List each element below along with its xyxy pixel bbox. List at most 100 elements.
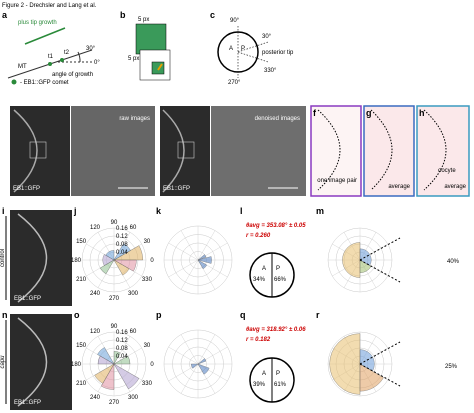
angle-label: 0 [150, 362, 154, 368]
wedge [113, 259, 130, 276]
label: 90° [230, 18, 240, 24]
angle-label: 90 [111, 324, 118, 330]
label: 270° [228, 80, 241, 86]
panel-letter: l [240, 206, 243, 216]
label: MT [18, 64, 27, 70]
radius-label: 0.16 [116, 226, 128, 232]
label: EB1::GFP [14, 400, 41, 406]
panel-letter: f [313, 108, 317, 118]
label: 0° [94, 60, 100, 66]
wedge [113, 259, 137, 272]
label: A [262, 371, 266, 377]
polar-spoke [197, 334, 216, 365]
label: 30° [262, 34, 272, 40]
wedge [197, 254, 207, 261]
panel-letter: n [2, 310, 8, 320]
panel-letter: i [2, 206, 5, 216]
wedge [329, 333, 361, 395]
radius-label: 0.08 [116, 346, 128, 352]
angle-label: 210 [76, 381, 87, 387]
caption: raw images [119, 116, 150, 122]
panel-letter: d [2, 94, 8, 104]
label: 5 px [128, 56, 139, 62]
angle-label: 270 [109, 400, 120, 406]
angle-label: 330 [142, 277, 153, 283]
label: P [276, 266, 280, 272]
wedge [197, 358, 207, 365]
radius-label: 0.16 [116, 330, 128, 336]
polar-spoke [180, 259, 199, 290]
label: - EB1::GFP comet [20, 80, 69, 86]
wedge [359, 363, 384, 392]
angle-label: 60 [130, 329, 137, 335]
wedge [105, 250, 115, 261]
panel-letter: o [74, 310, 80, 320]
label: plus tip growth [18, 20, 57, 26]
radius-label: 0.04 [116, 354, 128, 360]
panel-b [135, 23, 171, 81]
angle-label: 30 [144, 343, 151, 349]
angle-label: 180 [71, 362, 82, 368]
angle-label: 210 [76, 277, 87, 283]
label: t1 [48, 54, 54, 60]
radius-label: 0.12 [116, 234, 128, 240]
panel-letter: r [316, 310, 320, 320]
angle-label: 150 [76, 343, 87, 349]
polar-spoke [168, 346, 199, 365]
panel-letter: q [240, 310, 246, 320]
panel-letter: j [73, 206, 77, 216]
caption: denoised images [255, 116, 300, 122]
image-row [10, 105, 470, 197]
theta: θavg = 318.92° ± 0.06 [246, 327, 306, 333]
label: EB1::GFP [163, 186, 190, 192]
label: P [241, 46, 245, 52]
angle-label: 120 [90, 225, 101, 231]
angle-label: 150 [76, 239, 87, 245]
wedge [113, 243, 131, 261]
row-label: capu [0, 355, 6, 369]
label: 39% [253, 382, 266, 388]
caption: one image pair [317, 178, 357, 184]
panel-letter: p [156, 310, 162, 320]
angle-label: 330 [142, 381, 153, 387]
wedge [97, 347, 115, 365]
figure-title: Figure 2 - Drechsler and Lang et al. [2, 3, 97, 9]
angle-label: 240 [90, 291, 101, 297]
quadrant-circles [249, 252, 295, 403]
panel-letter: m [316, 206, 324, 216]
label: EB1::GFP [14, 296, 41, 302]
wedge [113, 363, 140, 390]
label: 61% [274, 382, 287, 388]
label: P [276, 371, 280, 377]
angle-label: 300 [128, 291, 139, 297]
label: 30° [86, 46, 96, 52]
angle-label: 240 [90, 395, 101, 401]
label: 66% [274, 277, 287, 283]
angle-label: 90 [111, 220, 118, 226]
angle-label: 270 [109, 296, 120, 302]
wedge [94, 363, 115, 384]
radius-label: 0.08 [116, 242, 128, 248]
polar-spoke [180, 230, 199, 261]
wedge [113, 355, 131, 365]
radius-label: 0.04 [116, 250, 128, 256]
label: 330° [264, 68, 277, 74]
angle-label: 60 [130, 225, 137, 231]
angle-label: 300 [128, 395, 139, 401]
panel-a [7, 27, 93, 85]
caption: average [444, 184, 466, 190]
wedge [197, 363, 210, 375]
radius-label: 0.12 [116, 338, 128, 344]
wedge [359, 248, 372, 266]
caption: average [388, 184, 410, 190]
label: A [262, 266, 266, 272]
angle-label: 120 [90, 329, 101, 335]
angle-label: 0 [150, 258, 154, 264]
angle-label: 30 [144, 239, 151, 245]
wedge [113, 245, 143, 261]
wedge [100, 363, 115, 390]
label: angle of growth [52, 72, 93, 78]
wedge [197, 256, 212, 264]
